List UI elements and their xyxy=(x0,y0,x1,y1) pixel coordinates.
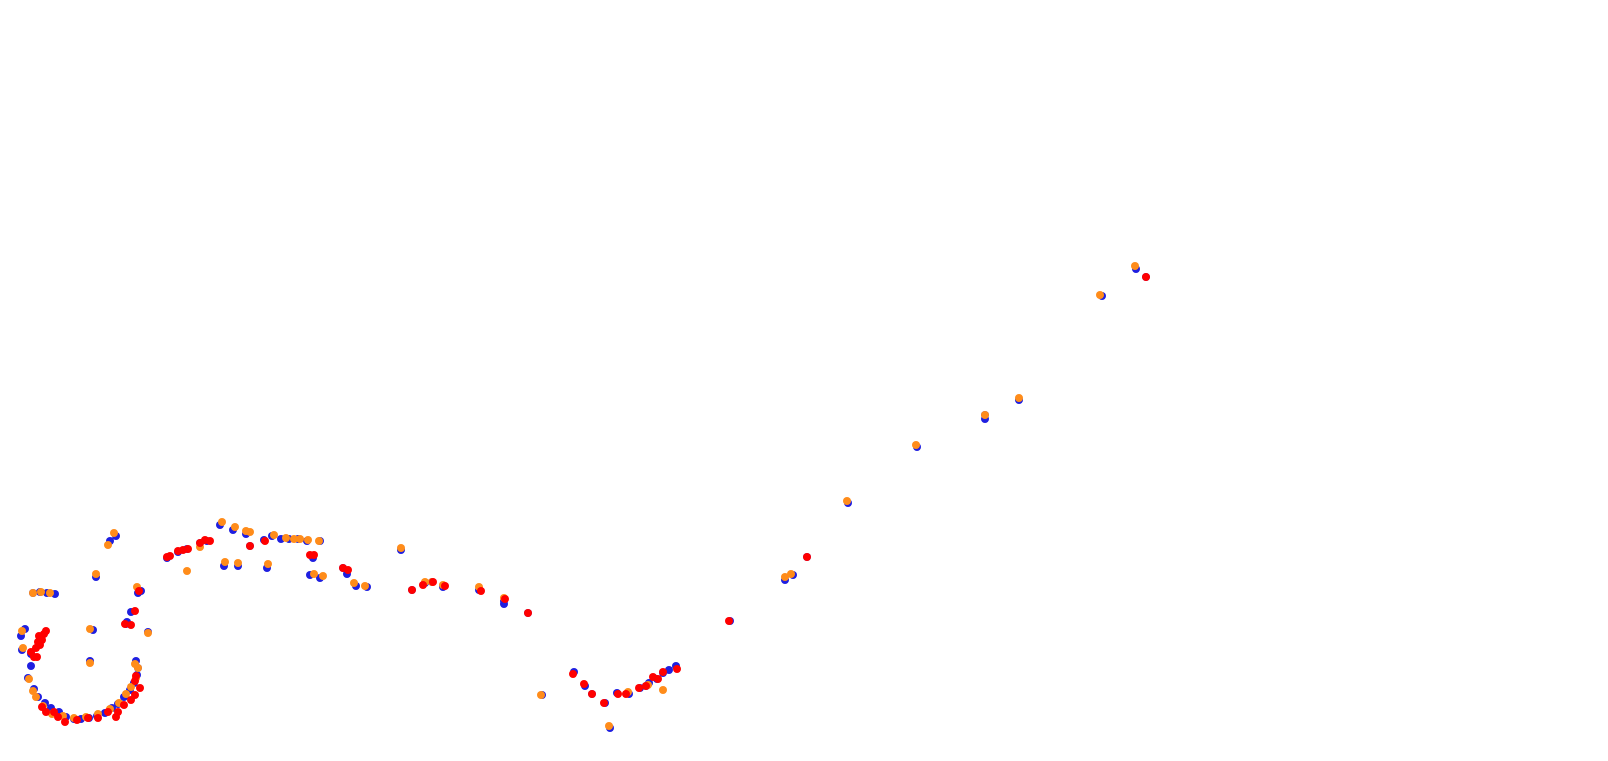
series-2-point-51 xyxy=(524,609,532,617)
series-2-point-23 xyxy=(131,691,139,699)
series-2-point-17 xyxy=(94,714,102,722)
series-2-point-49 xyxy=(477,587,485,595)
series-1-point-35 xyxy=(246,528,254,536)
series-1 xyxy=(18,262,1139,730)
series-2-point-32 xyxy=(166,552,174,560)
series-1-point-22 xyxy=(104,541,112,549)
series-2-point-66 xyxy=(1142,273,1150,281)
series-1-point-33 xyxy=(234,559,242,567)
series-1-point-57 xyxy=(659,686,667,694)
series-2-point-28 xyxy=(127,621,135,629)
series-1-point-60 xyxy=(843,497,851,505)
series-2-point-55 xyxy=(600,699,608,707)
series-2-point-50 xyxy=(501,595,509,603)
series-1-point-58 xyxy=(781,573,789,581)
series-1-point-21 xyxy=(92,570,100,578)
series-1-point-31 xyxy=(221,558,229,566)
series-1-point-40 xyxy=(296,535,304,543)
series-1-point-39 xyxy=(290,535,298,543)
series-2-point-62 xyxy=(659,668,667,676)
series-1-point-1 xyxy=(19,644,27,652)
series-0-point-3 xyxy=(27,662,35,670)
series-1-point-36 xyxy=(264,560,272,568)
series-2-point-38 xyxy=(206,537,214,545)
series-2 xyxy=(27,273,1150,726)
series-1-point-63 xyxy=(1015,394,1023,402)
series-2-point-39 xyxy=(246,542,254,550)
series-1-point-62 xyxy=(981,411,989,419)
series-1-point-3 xyxy=(29,687,37,695)
series-2-point-14 xyxy=(61,718,69,726)
series-1-point-43 xyxy=(315,537,323,545)
series-2-point-63 xyxy=(673,665,681,673)
series-2-point-56 xyxy=(614,690,622,698)
series-1-point-38 xyxy=(282,534,290,542)
series-2-point-42 xyxy=(310,551,318,559)
series-0 xyxy=(17,265,1150,732)
series-2-point-54 xyxy=(588,690,596,698)
series-2-point-21 xyxy=(120,701,128,709)
series-1-point-28 xyxy=(183,567,191,575)
series-2-point-58 xyxy=(635,684,643,692)
series-1-point-19 xyxy=(37,588,45,596)
series-2-point-57 xyxy=(622,690,630,698)
series-1-point-26 xyxy=(144,629,152,637)
series-2-point-24 xyxy=(136,684,144,692)
series-1-point-37 xyxy=(270,531,278,539)
series-1-point-59 xyxy=(787,570,795,578)
series-2-point-65 xyxy=(803,553,811,561)
series-2-point-59 xyxy=(642,682,650,690)
series-2-point-35 xyxy=(184,545,192,553)
series-1-point-18 xyxy=(29,589,37,597)
series-2-point-40 xyxy=(261,537,269,545)
series-2-point-47 xyxy=(429,578,437,586)
series-1-point-0 xyxy=(18,627,26,635)
series-2-point-46 xyxy=(419,581,427,589)
series-2-point-48 xyxy=(441,582,449,590)
series-2-point-13 xyxy=(54,713,62,721)
series-2-point-44 xyxy=(344,566,352,574)
series-2-point-11 xyxy=(42,708,50,716)
series-1-point-61 xyxy=(912,441,920,449)
series-2-point-53 xyxy=(580,680,588,688)
series-1-point-17 xyxy=(131,660,139,668)
series-2-point-64 xyxy=(725,617,733,625)
series-1-point-46 xyxy=(361,582,369,590)
series-2-point-27 xyxy=(121,620,129,628)
series-1-point-24 xyxy=(86,625,94,633)
series-1-point-53 xyxy=(537,691,545,699)
series-1-point-44 xyxy=(319,572,327,580)
series-2-point-45 xyxy=(408,586,416,594)
series-1-point-30 xyxy=(218,518,226,526)
series-2-point-52 xyxy=(569,670,577,678)
series-1-point-25 xyxy=(86,659,94,667)
series-1-point-2 xyxy=(25,675,33,683)
series-2-point-15 xyxy=(73,716,81,724)
series-1-point-14 xyxy=(127,683,135,691)
series-2-point-9 xyxy=(42,627,50,635)
series-1-point-41 xyxy=(304,536,312,544)
series-1-point-47 xyxy=(397,544,405,552)
series-1-point-32 xyxy=(231,523,239,531)
series-2-point-26 xyxy=(132,672,140,680)
series-2-point-61 xyxy=(654,675,662,683)
series-1-point-13 xyxy=(122,690,130,698)
series-1-point-65 xyxy=(1131,262,1139,270)
series-2-point-3 xyxy=(33,653,41,661)
series-1-point-4 xyxy=(32,693,40,701)
series-1-point-20 xyxy=(46,589,54,597)
series-1-point-23 xyxy=(110,529,118,537)
series-1-point-64 xyxy=(1096,291,1104,299)
series-1-point-45 xyxy=(350,579,358,587)
series-2-point-29 xyxy=(131,607,139,615)
series-2-point-30 xyxy=(135,587,143,595)
series-2-point-20 xyxy=(114,708,122,716)
series-2-point-16 xyxy=(84,714,92,722)
series-1-point-42 xyxy=(310,570,318,578)
series-2-point-18 xyxy=(104,708,112,716)
series-1-point-54 xyxy=(605,722,613,730)
